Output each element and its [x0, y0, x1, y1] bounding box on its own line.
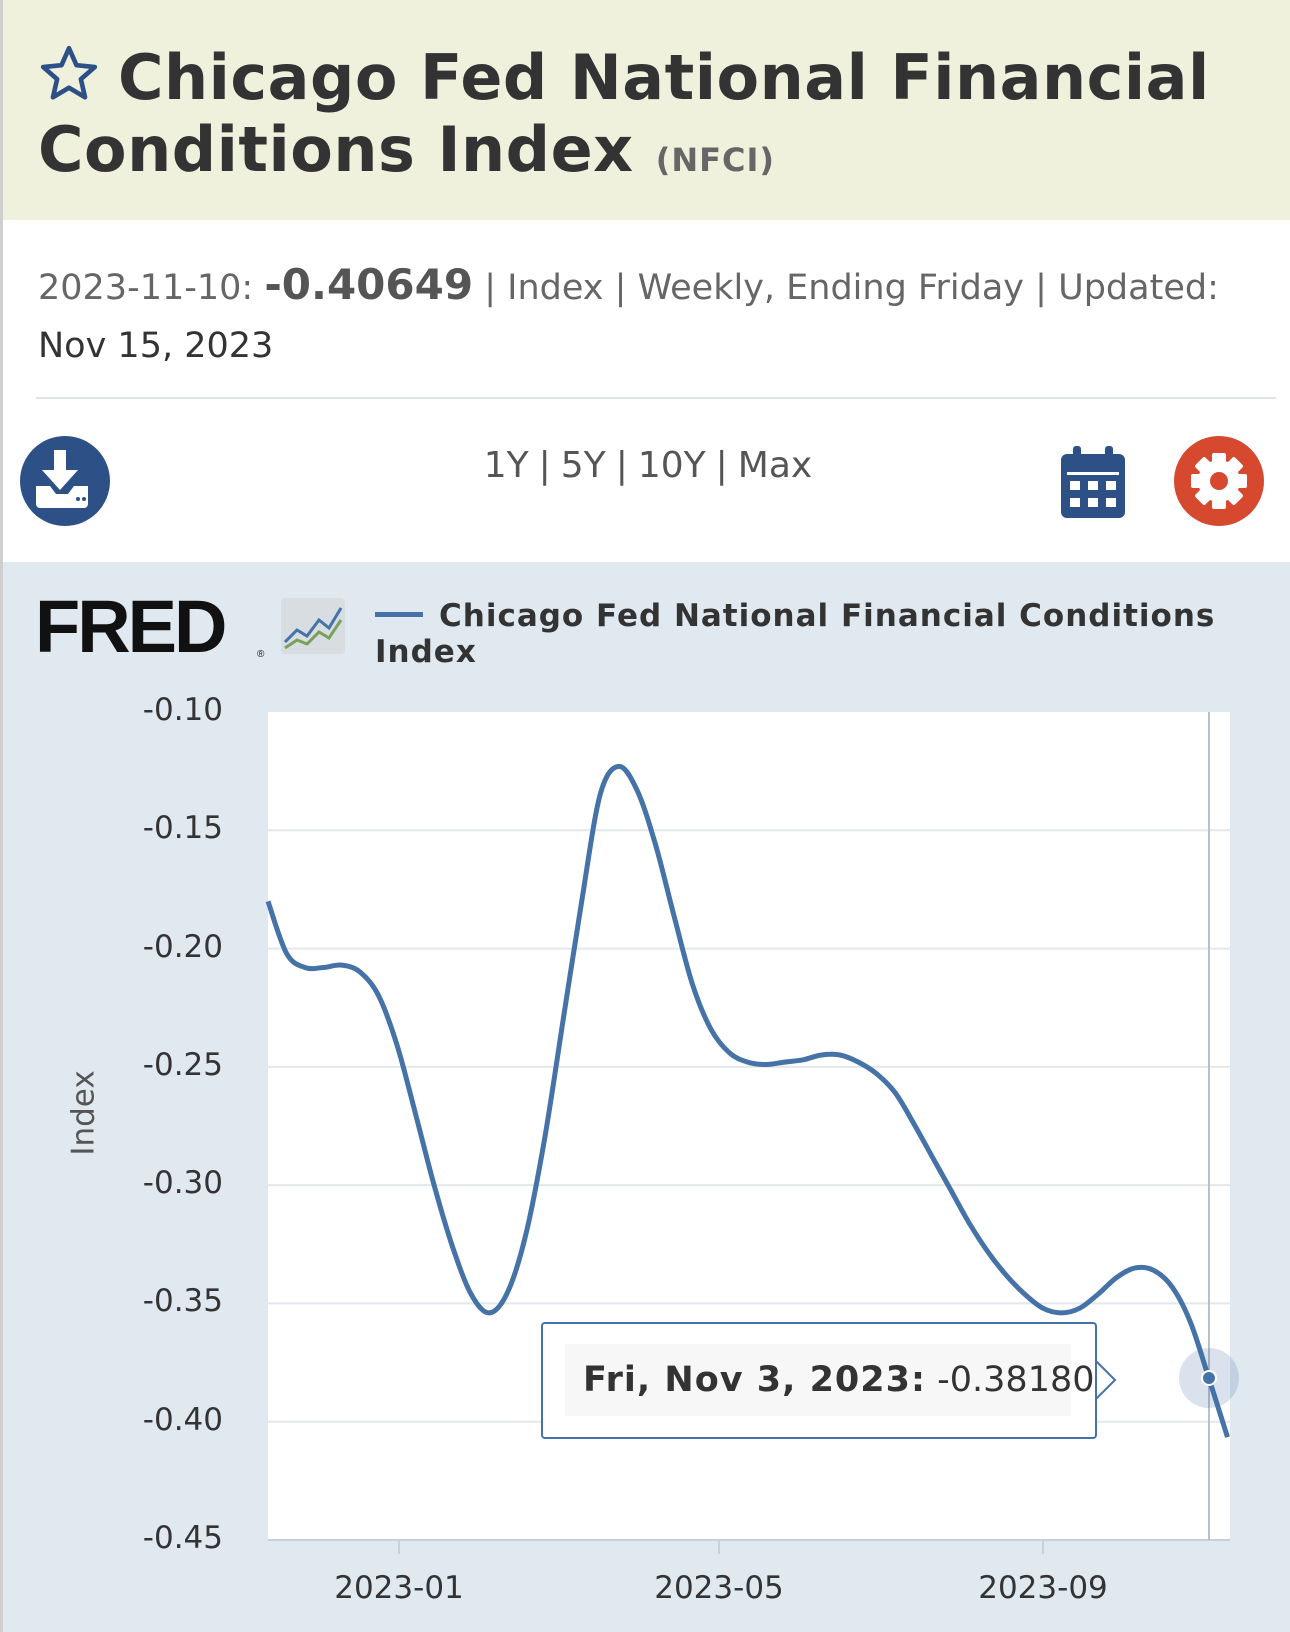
- range-separator: |: [538, 445, 551, 486]
- frequency-label: Weekly, Ending Friday: [637, 268, 1025, 308]
- download-icon: [36, 450, 88, 508]
- range-5y[interactable]: 5Y: [560, 445, 606, 486]
- updated-date: Nov 15, 2023: [38, 326, 274, 366]
- meta-separator: |: [1035, 268, 1047, 308]
- chart-legend: Chicago Fed National Financial Condition…: [375, 598, 1290, 670]
- y-tick-label: -0.10: [142, 692, 223, 728]
- series-title: Chicago Fed National Financial Condition…: [38, 41, 1210, 186]
- calendar-button[interactable]: [1061, 446, 1125, 518]
- x-tick-marks: [398, 1540, 1044, 1554]
- legend-label: Chicago Fed National Financial Condition…: [375, 598, 1216, 670]
- y-tick-label: -0.30: [142, 1165, 223, 1202]
- range-max[interactable]: Max: [737, 445, 813, 486]
- fred-logo: FRED ®: [35, 585, 355, 668]
- y-tick-label: -0.25: [142, 1046, 223, 1083]
- updated-label: Updated:: [1058, 268, 1219, 308]
- tooltip-date: Fri, Nov 3, 2023:: [583, 1360, 926, 1400]
- svg-text:FRED: FRED: [35, 590, 225, 662]
- x-tick-label: 2023-09: [978, 1570, 1108, 1606]
- observation-date: 2023-11-10:: [38, 268, 254, 308]
- range-separator: |: [615, 445, 628, 486]
- tooltip-value: -0.38180: [937, 1360, 1095, 1400]
- gear-icon: [1191, 453, 1247, 509]
- y-tick-label: -0.15: [142, 810, 223, 847]
- page-title: Chicago Fed National Financial Condition…: [38, 42, 1238, 196]
- range-selector: 1Y | 5Y | 10Y | Max: [3, 445, 1290, 486]
- settings-button[interactable]: [1174, 436, 1264, 526]
- y-tick-label: -0.40: [142, 1401, 223, 1438]
- series-line: [265, 763, 1230, 1438]
- meta-separator: |: [614, 268, 627, 308]
- range-separator: |: [715, 445, 728, 486]
- series-meta: 2023-11-10: -0.40649 | Index | Weekly, E…: [38, 256, 1238, 375]
- y-tick-label: -0.20: [142, 928, 223, 965]
- x-tick-label: 2023-01: [334, 1570, 464, 1606]
- download-button[interactable]: [20, 436, 110, 526]
- observation-value: -0.40649: [264, 260, 474, 309]
- title-band: [3, 0, 1290, 220]
- range-10y[interactable]: 10Y: [637, 445, 706, 486]
- divider: [36, 397, 1276, 399]
- y-tick-label: -0.45: [142, 1520, 223, 1556]
- x-tick-label: 2023-05: [654, 1570, 784, 1606]
- meta-separator: |: [484, 268, 497, 308]
- hover-point[interactable]: [1201, 1370, 1217, 1386]
- svg-text:®: ®: [257, 649, 265, 660]
- units-label: Index: [507, 268, 604, 308]
- y-tick-label: -0.35: [142, 1283, 223, 1320]
- range-1y[interactable]: 1Y: [483, 445, 529, 486]
- tooltip: Fri, Nov 3, 2023: -0.38180: [541, 1322, 1097, 1439]
- star-icon[interactable]: [38, 43, 100, 105]
- legend-swatch: [375, 612, 423, 617]
- series-ticker: (NFCI): [655, 141, 775, 179]
- calendar-icon: [1061, 446, 1125, 518]
- tooltip-content: Fri, Nov 3, 2023: -0.38180: [565, 1344, 1095, 1416]
